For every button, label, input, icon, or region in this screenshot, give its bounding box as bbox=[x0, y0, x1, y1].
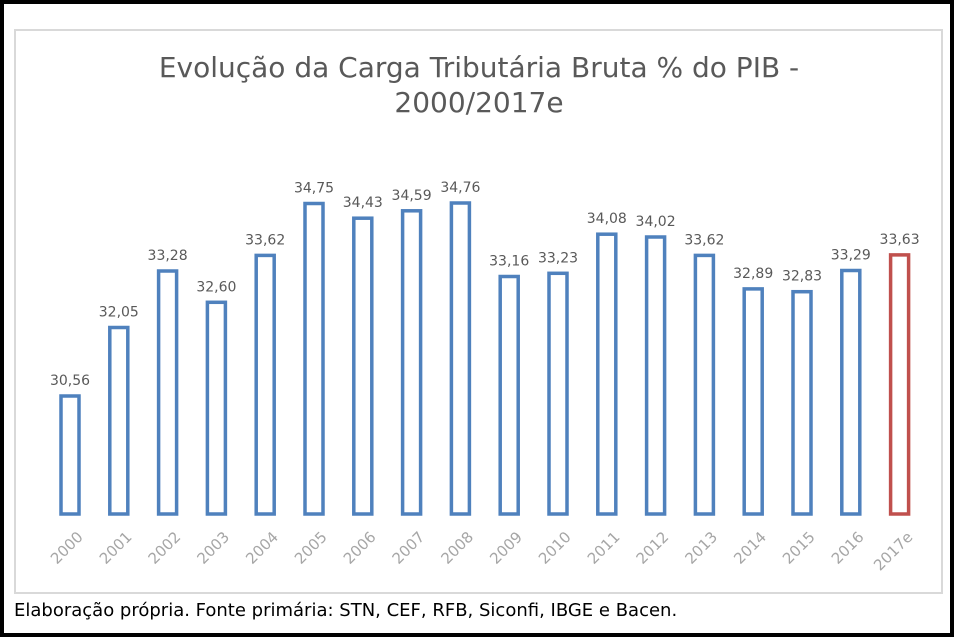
x-tick-2007: 2007 bbox=[389, 528, 429, 568]
x-tick-2013: 2013 bbox=[681, 528, 721, 568]
bar-2003 bbox=[205, 300, 228, 516]
bar-2010 bbox=[547, 271, 569, 516]
data-label-2014: 32,89 bbox=[733, 266, 773, 282]
x-tick-2002: 2002 bbox=[145, 528, 185, 568]
data-label-2017e: 33,63 bbox=[880, 232, 920, 248]
data-label-2013: 33,62 bbox=[684, 232, 724, 248]
data-label-2004: 33,62 bbox=[245, 232, 285, 248]
x-tick-2011: 2011 bbox=[584, 528, 624, 568]
x-tick-2009: 2009 bbox=[486, 528, 526, 568]
data-label-2001: 32,05 bbox=[99, 305, 139, 321]
bar-2012 bbox=[644, 235, 667, 516]
chart-panel: Evolução da Carga Tributária Bruta % do … bbox=[14, 29, 943, 594]
bar-2015 bbox=[791, 289, 813, 516]
bar-2007 bbox=[400, 209, 423, 516]
data-label-2005: 34,75 bbox=[294, 181, 334, 197]
bar-2017e bbox=[888, 253, 911, 516]
data-label-2016: 33,29 bbox=[831, 248, 871, 264]
bar-2016 bbox=[840, 268, 862, 516]
data-label-2008: 34,76 bbox=[440, 180, 480, 196]
data-label-2011: 34,08 bbox=[587, 211, 627, 227]
bar-2014 bbox=[742, 287, 764, 516]
x-tick-2012: 2012 bbox=[633, 528, 673, 568]
bar-chart: Evolução da Carga Tributária Bruta % do … bbox=[47, 51, 920, 574]
x-tick-labels-group: 2000 2001 2002 2003 2004 2005 2006 2007 2008 2009… bbox=[47, 528, 916, 574]
bar-2009 bbox=[498, 274, 520, 516]
x-tick-2014: 2014 bbox=[730, 528, 770, 568]
data-label-2003: 32,60 bbox=[196, 279, 236, 295]
x-tick-2005: 2005 bbox=[291, 528, 331, 568]
x-tick-2003: 2003 bbox=[193, 528, 233, 568]
x-tick-2004: 2004 bbox=[242, 528, 282, 568]
bar-2013 bbox=[693, 253, 716, 516]
data-label-2002: 33,28 bbox=[148, 248, 188, 264]
bar-2011 bbox=[596, 232, 618, 516]
x-tick-2016: 2016 bbox=[828, 528, 868, 568]
data-label-2012: 34,02 bbox=[636, 214, 676, 230]
bars-group bbox=[59, 201, 911, 516]
data-label-2006: 34,43 bbox=[343, 195, 383, 211]
bar-2008 bbox=[449, 201, 472, 516]
bar-2000 bbox=[59, 394, 81, 516]
data-label-2000: 30,56 bbox=[50, 373, 90, 389]
bar-2006 bbox=[352, 216, 374, 516]
data-label-2009: 33,16 bbox=[489, 254, 529, 270]
chart-title-line-2: 2000/2017e bbox=[394, 86, 563, 119]
x-tick-2006: 2006 bbox=[340, 528, 380, 568]
chart-title-line-1: Evolução da Carga Tributária Bruta % do … bbox=[159, 51, 799, 84]
x-tick-2015: 2015 bbox=[779, 528, 819, 568]
x-tick-2010: 2010 bbox=[535, 528, 575, 568]
data-label-2007: 34,59 bbox=[392, 188, 432, 204]
bar-2001 bbox=[108, 325, 130, 516]
x-tick-2008: 2008 bbox=[437, 528, 477, 568]
data-labels-group: 30,56 32,05 33,28 32,60 33,62 34,75 34,43 34,59… bbox=[50, 180, 920, 389]
data-label-2010: 33,23 bbox=[538, 250, 578, 266]
bar-2002 bbox=[156, 269, 179, 516]
x-tick-2017e: 2017e bbox=[870, 528, 916, 574]
x-tick-2001: 2001 bbox=[96, 528, 136, 568]
bar-2005 bbox=[303, 201, 325, 516]
x-tick-2000: 2000 bbox=[47, 528, 87, 568]
bar-2004 bbox=[254, 253, 276, 516]
data-label-2015: 32,83 bbox=[782, 269, 822, 285]
source-note: Elaboração própria. Fonte primária: STN,… bbox=[14, 600, 678, 621]
